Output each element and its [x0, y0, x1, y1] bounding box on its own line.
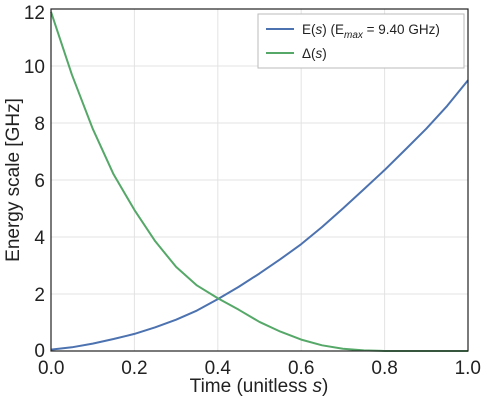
plot-frame [50, 8, 469, 352]
x-tick-label: 0.2 [121, 358, 147, 379]
tick-labels: 0.0 0.2 0.4 0.6 0.8 1.0 0 2 4 6 8 10 12 [24, 3, 481, 379]
x-tick-label: 1.0 [455, 358, 481, 379]
legend-label-e: E(s) (Emax = 9.40 GHz) [302, 22, 440, 41]
x-tick-label: 0.6 [288, 358, 314, 379]
y-tick-label: 12 [24, 3, 45, 24]
y-tick-label: 8 [34, 114, 45, 135]
y-axis-label: Energy scale [GHz] [3, 98, 24, 262]
x-tick-label: 0.0 [38, 358, 64, 379]
y-tick-label: 4 [34, 228, 45, 249]
legend-box [257, 13, 465, 69]
legend-label-delta: Δ(s) [302, 46, 327, 61]
y-tick-label: 2 [34, 285, 45, 306]
y-tick-label: 6 [34, 171, 45, 192]
x-tick-label: 0.8 [371, 358, 397, 379]
y-tick-label: 0 [34, 341, 45, 362]
series-line-0 [50, 79, 469, 351]
y-tick-label: 10 [24, 57, 45, 78]
x-axis-label: Time (unitless s) [190, 376, 329, 397]
x-tick-label: 0.4 [205, 358, 232, 379]
legend: E(s) (Emax = 9.40 GHz) Δ(s) [257, 13, 465, 69]
